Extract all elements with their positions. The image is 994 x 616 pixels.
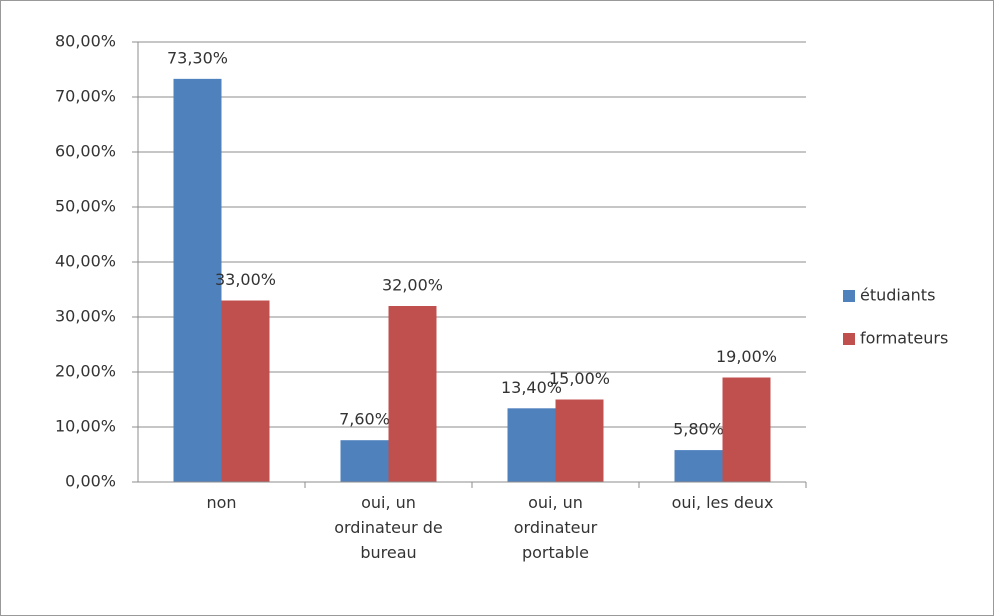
y-tick-label: 80,00% (55, 32, 116, 51)
y-tick-label: 70,00% (55, 87, 116, 106)
x-tick-label: oui, les deux (671, 493, 774, 512)
bar (173, 78, 222, 482)
legend-swatch (843, 333, 855, 345)
data-label: 33,00% (215, 270, 276, 289)
y-tick-label: 10,00% (55, 417, 116, 436)
data-label: 15,00% (549, 369, 610, 388)
y-tick-label: 40,00% (55, 252, 116, 271)
bar (221, 300, 270, 482)
y-tick-label: 60,00% (55, 142, 116, 161)
bar (340, 440, 389, 482)
data-label: 19,00% (716, 347, 777, 366)
bar (674, 450, 723, 482)
data-label: 7,60% (339, 410, 390, 429)
x-tick-label: non (206, 493, 237, 512)
y-tick-label: 20,00% (55, 362, 116, 381)
bar (388, 306, 437, 482)
x-tick-label: oui, un ordinateur portable (513, 493, 598, 562)
data-label: 32,00% (382, 276, 443, 295)
bar (555, 399, 604, 482)
data-label: 5,80% (673, 420, 724, 439)
y-tick-label: 30,00% (55, 307, 116, 326)
bar (722, 377, 771, 482)
legend-swatch (843, 290, 855, 302)
x-tick-label: oui, un ordinateur de bureau (334, 493, 443, 562)
legend-label: étudiants (860, 286, 935, 305)
bar (507, 408, 556, 482)
y-tick-label: 50,00% (55, 197, 116, 216)
y-tick-label: 0,00% (65, 472, 116, 491)
legend-label: formateurs (860, 329, 948, 348)
data-label: 13,40% (501, 378, 562, 397)
data-label: 73,30% (167, 48, 228, 67)
